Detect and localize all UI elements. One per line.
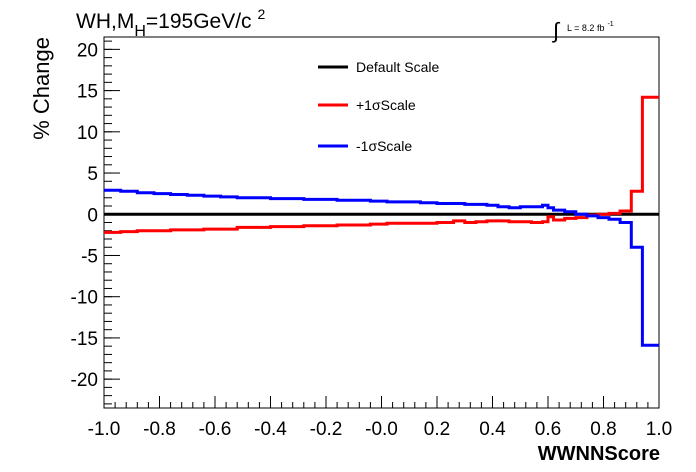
lumi-label: L = 8.2 fb -1	[567, 21, 614, 33]
lumi-integral-icon: ∫	[551, 18, 561, 43]
series-lines	[104, 95, 659, 347]
x-tick-label: 1.0	[646, 419, 672, 440]
y-tick-label: 5	[87, 164, 98, 185]
x-tick-label: 0.6	[535, 419, 561, 440]
series-minus-1sigma	[104, 188, 659, 347]
tick-labels: -1.0 -0.8 -0.6 -0.4 -0.2 -0.0 0.2 0.4 0.6 0.8 1.0 2…	[71, 40, 673, 440]
legend-label-minus: -1σScale	[356, 138, 412, 154]
x-tick-label: -0.4	[254, 419, 287, 440]
x-tick-label: -0.8	[143, 419, 176, 440]
x-tick-label: 0.2	[424, 419, 450, 440]
legend: Default Scale +1σScale -1σScale	[318, 59, 439, 154]
legend-label-default: Default Scale	[356, 59, 439, 75]
x-tick-label: 0.4	[479, 419, 506, 440]
y-tick-label: -15	[71, 329, 98, 350]
x-tick-label: -0.6	[199, 419, 232, 440]
x-tick-label: -0.2	[310, 419, 343, 440]
y-tick-label: 20	[77, 40, 98, 61]
axis-ticks	[103, 40, 660, 408]
y-tick-label: -10	[71, 288, 98, 309]
y-tick-label: 0	[87, 205, 98, 226]
y-tick-label: 15	[77, 82, 98, 103]
x-tick-label: -1.0	[88, 419, 121, 440]
legend-label-plus: +1σScale	[356, 97, 416, 113]
y-tick-label: -5	[81, 246, 98, 267]
x-tick-label: -0.0	[365, 419, 398, 440]
x-axis-title: WWNNScore	[538, 443, 660, 465]
y-axis-title: % Change	[29, 37, 54, 140]
y-tick-label: 10	[77, 123, 98, 144]
chart-title: WH,MH=195GeV/c 2	[76, 6, 266, 40]
y-tick-label: -20	[71, 370, 98, 391]
x-tick-label: 0.8	[590, 419, 616, 440]
